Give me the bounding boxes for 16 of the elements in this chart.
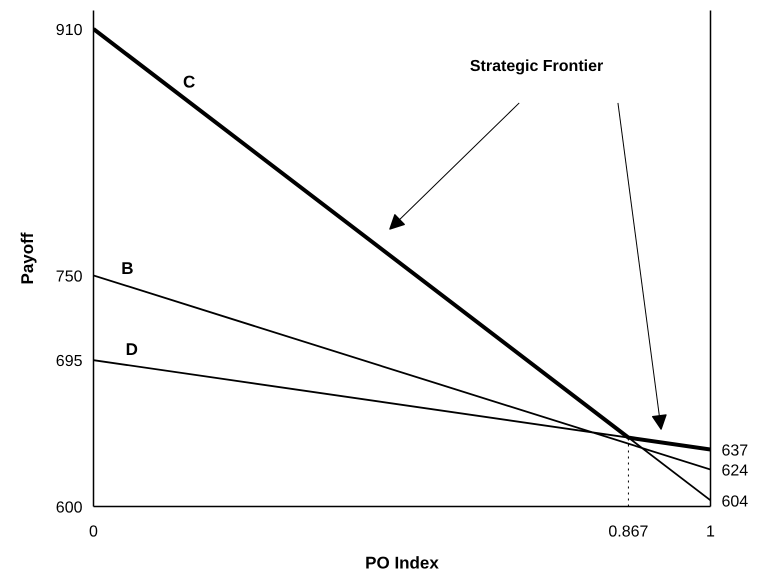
y-tick-label: 600: [56, 500, 83, 516]
y2-tick-label: 624: [722, 462, 748, 480]
y-tick-label: 910: [56, 22, 83, 39]
series-label: C: [182, 72, 196, 92]
y-tick-label: 750: [56, 268, 83, 286]
x-tick-label: 1: [706, 524, 716, 540]
x-axis-title: PO Index: [365, 554, 440, 572]
y-axis-title: Payoff: [18, 232, 37, 284]
x-tick-label: 0: [89, 524, 98, 540]
series-label: D: [126, 340, 138, 359]
y-tick-label: 695: [56, 353, 83, 370]
series-label: B: [121, 259, 134, 278]
annotation: Strategic Frontier: [470, 58, 604, 76]
y2-tick-label: 637: [722, 442, 748, 460]
y2-tick-label: 604: [722, 493, 748, 510]
x-tick-label: 0.867: [608, 524, 649, 540]
